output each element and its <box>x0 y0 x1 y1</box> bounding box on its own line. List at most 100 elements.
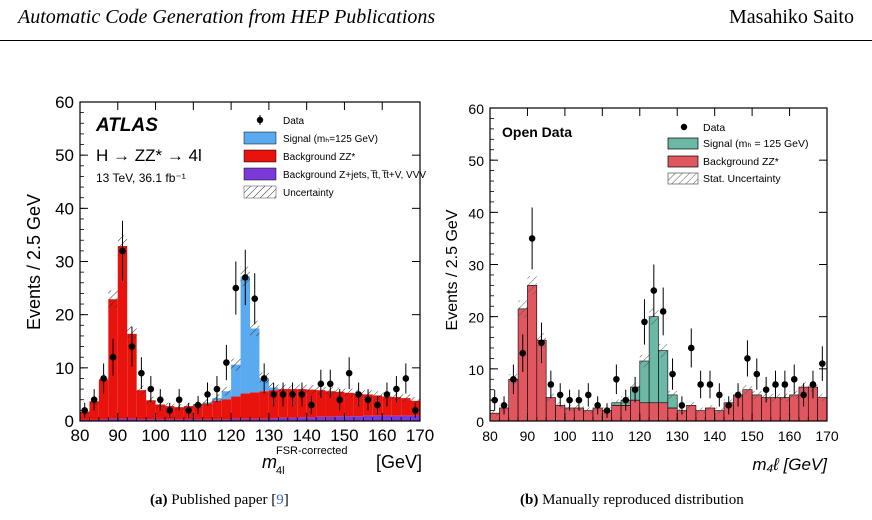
bar-zz-26 <box>325 391 335 417</box>
figure-a: 80 90 100 110 120 130 140 150 160 170 0 10 20 30 40 50 6… <box>0 90 435 480</box>
bar-zz-16 <box>639 402 650 422</box>
uncertainty-band-24 <box>714 407 725 414</box>
caption-b-text: Manually reproduced distribution <box>542 492 744 508</box>
uncertainty-band-4 <box>527 276 537 295</box>
bar-zz-18 <box>250 392 260 419</box>
bar-zz-13 <box>202 403 213 420</box>
x-tick-label-2: 100 <box>553 428 577 444</box>
data-point-15 <box>631 386 639 394</box>
bar-zz-25 <box>316 390 326 417</box>
y-tick-label-2: 20 <box>55 306 74 325</box>
legend-a: Data Signal (mₕ=125 GeV) Background ZZ* … <box>243 115 426 199</box>
data-point-18 <box>659 308 667 315</box>
data-point-4 <box>528 235 536 242</box>
x-tick-label-9: 170 <box>815 428 839 444</box>
bar-zz-1 <box>89 401 99 420</box>
data-point-27 <box>744 355 751 362</box>
data-point-2 <box>510 375 517 383</box>
x-label-sub: 4l <box>276 465 285 477</box>
bar-zz-17 <box>648 402 659 422</box>
bar-other-11 <box>183 419 194 421</box>
data-point-8 <box>156 396 164 404</box>
bar-zz-34 <box>401 398 411 416</box>
bar-other-33 <box>391 415 402 421</box>
data-point-28 <box>753 370 761 378</box>
uncertainty-band-34 <box>401 394 411 402</box>
legend-uncertainty-label: Uncertainty <box>283 188 334 199</box>
legend-uncertainty-swatch <box>243 185 277 199</box>
running-header: Automatic Code Generation from HEP Publi… <box>0 0 872 41</box>
data-point-14 <box>213 385 221 393</box>
uncertainty-band-19 <box>667 390 678 399</box>
bar-zz-15 <box>630 399 641 422</box>
bar-zz-14 <box>212 400 222 420</box>
data-point-8 <box>566 396 573 404</box>
x-tick-label-5: 130 <box>666 428 690 444</box>
data-point-9 <box>575 396 583 404</box>
uncertainty-band-13 <box>611 399 622 407</box>
bar-signal-17 <box>648 316 659 404</box>
bar-zz-27 <box>742 389 753 422</box>
data-point-13 <box>613 375 620 383</box>
data-point-29 <box>355 391 362 398</box>
data-point-2 <box>100 375 107 382</box>
data-point-22 <box>697 381 704 388</box>
y-tick-label-3: 30 <box>55 253 74 272</box>
bar-other-26 <box>325 416 335 421</box>
data-point-0 <box>81 407 89 414</box>
y-tick-label-4: 40 <box>55 199 74 218</box>
data-point-3 <box>519 349 527 357</box>
bar-signal-17 <box>240 276 250 394</box>
data-point-19 <box>260 375 268 382</box>
x-label-m: m <box>262 452 277 472</box>
uncertainty-band-16 <box>231 358 241 371</box>
data-point-16 <box>641 318 648 326</box>
legend-zz-swatch <box>243 149 277 163</box>
x-tick-label-8: 160 <box>778 428 802 444</box>
bar-other-13 <box>202 419 213 421</box>
bar-zz-4 <box>527 285 538 422</box>
running-title: Automatic Code Generation from HEP Publi… <box>18 6 436 28</box>
legend-data-label: Data <box>283 116 305 127</box>
x-tick-label-4: 120 <box>217 426 245 445</box>
uncertainty-band-21 <box>686 402 696 409</box>
x-tick-label-0: 80 <box>482 428 498 444</box>
y-tick-label-4: 40 <box>468 205 484 221</box>
data-point-26 <box>326 380 334 388</box>
data-point-6 <box>138 369 145 377</box>
legend-stat-label-b: Stat. Uncertainty <box>703 173 781 185</box>
histogram-a: 80 90 100 110 120 130 140 150 160 170 0 10 20 30 40 50 6… <box>24 93 434 477</box>
bar-other-23 <box>297 417 307 421</box>
legend-data-label-b: Data <box>703 122 725 134</box>
uncertainty-band-10 <box>583 407 593 414</box>
y-tick-label-5: 50 <box>55 146 74 165</box>
legend-zz-swatch-b <box>667 155 699 168</box>
y-tick-label-5: 50 <box>468 153 484 169</box>
uncertainty-band-3 <box>108 290 118 309</box>
data-point-27 <box>336 396 344 404</box>
bar-other-31 <box>372 415 383 421</box>
caption-a-citation-link[interactable]: 9 <box>276 492 284 508</box>
bar-zz-8 <box>155 404 165 420</box>
legend-stat-swatch-b <box>667 172 699 185</box>
bar-zz-2 <box>98 379 109 420</box>
bar-other-16 <box>231 418 241 421</box>
uncertainty-band-6 <box>136 385 147 395</box>
data-point-21 <box>687 344 695 352</box>
bar-other-8 <box>155 419 165 421</box>
data-point-5 <box>128 343 136 350</box>
legend-zz-label-b: Background ZZ* <box>703 156 779 168</box>
data-point-7 <box>147 385 155 393</box>
x-tick-label-0: 80 <box>71 426 90 445</box>
data-point-0 <box>491 396 498 404</box>
y-tick-label-1: 10 <box>468 362 484 378</box>
data-point-35 <box>411 407 419 414</box>
bar-other-10 <box>174 419 184 421</box>
data-point-23 <box>706 381 714 388</box>
data-point-17 <box>650 287 658 294</box>
data-point-33 <box>800 391 807 399</box>
x-tick-label-4: 120 <box>628 428 652 444</box>
y-tick-label-0: 0 <box>476 414 484 430</box>
bar-other-29 <box>353 416 364 421</box>
bar-zz-16 <box>231 396 241 419</box>
